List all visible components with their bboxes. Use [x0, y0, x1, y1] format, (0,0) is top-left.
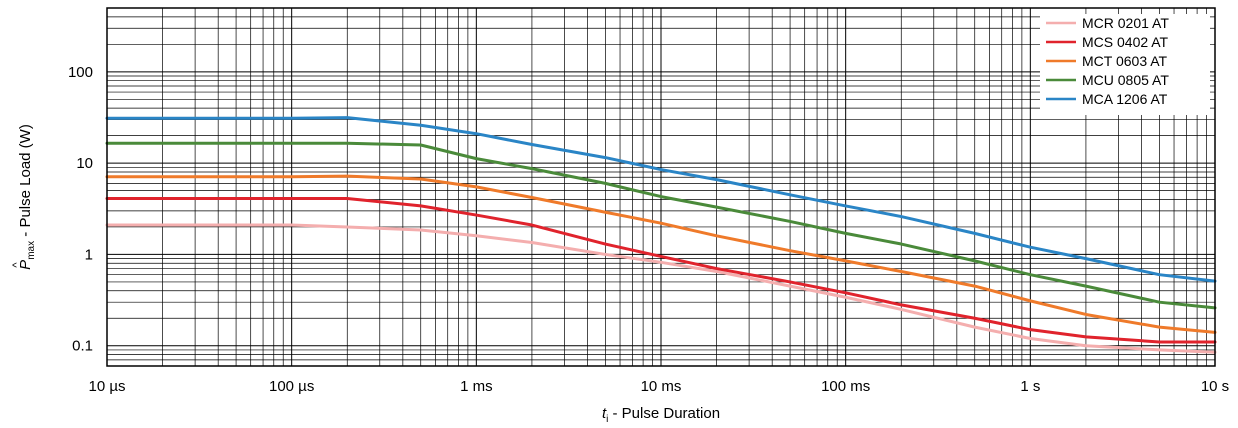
- y-tick-labels: 0.1 1 10 100: [68, 64, 93, 355]
- x-tick-label: 10 µs: [89, 378, 126, 395]
- y-tick-label: 1: [85, 246, 93, 263]
- y-axis-sub: max: [26, 241, 37, 260]
- legend-label: MCA 1206 AT: [1082, 91, 1168, 107]
- x-tick-labels: 10 µs 100 µs 1 ms 10 ms 100 ms 1 s 10 s: [89, 378, 1230, 395]
- y-axis-title: Pmax - Pulse Load (W): [17, 124, 37, 270]
- x-axis-var: t: [602, 405, 607, 422]
- y-axis-var: P: [17, 260, 34, 270]
- major-grid: [106, 8, 1216, 366]
- x-tick-label: 10 s: [1201, 378, 1229, 395]
- y-axis-text: - Pulse Load (W): [17, 124, 34, 241]
- y-tick-label: 100: [68, 64, 93, 81]
- legend-label: MCR 0201 AT: [1082, 15, 1169, 31]
- x-axis-sub: i: [606, 414, 608, 425]
- series-lines: [105, 116, 1217, 354]
- x-tick-label: 1 s: [1020, 378, 1040, 395]
- y-axis-hat: ^: [11, 262, 23, 268]
- series-line-mcr-0201-at: [105, 223, 1217, 354]
- legend: MCR 0201 AT MCS 0402 AT MCT 0603 AT MCU 080…: [1040, 14, 1210, 115]
- series-line-mct-0603-at: [105, 174, 1217, 334]
- series-line-mcs-0402-at: [105, 196, 1217, 344]
- x-tick-label: 10 ms: [641, 378, 682, 395]
- y-tick-label: 0.1: [72, 338, 93, 355]
- x-tick-label: 1 ms: [460, 378, 493, 395]
- legend-label: MCU 0805 AT: [1082, 72, 1169, 88]
- legend-label: MCT 0603 AT: [1082, 53, 1168, 69]
- legend-label: MCS 0402 AT: [1082, 34, 1169, 50]
- x-tick-label: 100 ms: [821, 378, 870, 395]
- y-tick-label: 10: [76, 155, 93, 172]
- plot-frame: [106, 7, 1216, 367]
- x-axis-text: - Pulse Duration: [608, 405, 720, 422]
- series-line-mca-1206-at: [105, 116, 1217, 283]
- series-line-mcu-0805-at: [105, 141, 1217, 310]
- x-axis-title: ti - Pulse Duration: [602, 405, 720, 425]
- x-tick-label: 100 µs: [269, 378, 314, 395]
